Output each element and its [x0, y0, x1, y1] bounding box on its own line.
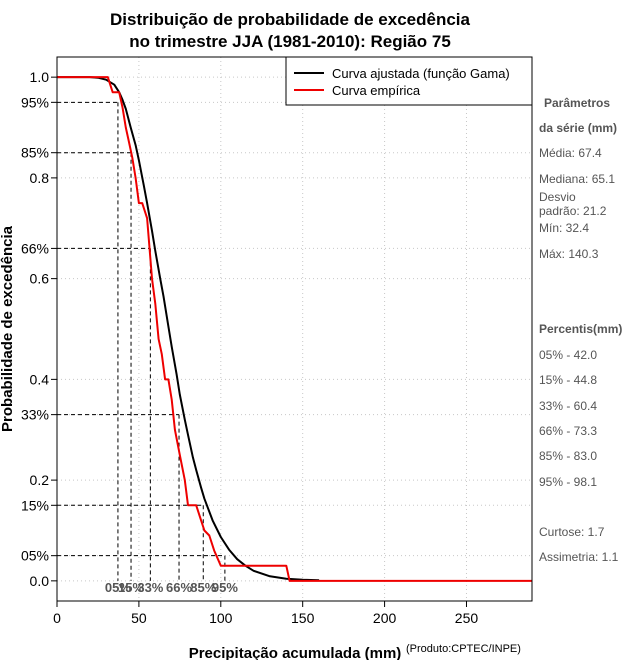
y-tick-label: 0.2	[30, 472, 50, 488]
x-tick-label: 150	[291, 610, 315, 626]
percentile-marker-label: 05%	[105, 580, 131, 595]
percentile-33: 33% - 60.4	[539, 399, 597, 413]
stat-kurtosis: Curtose: 1.7	[539, 525, 605, 539]
percentile-marker-label: 15%	[118, 580, 144, 595]
percentile-marker-label: 95%	[212, 580, 238, 595]
legend-label-fitted: Curva ajustada (função Gama)	[332, 66, 510, 81]
percentile-05: 05% - 42.0	[539, 348, 597, 362]
stat-skewness: Assimetria: 1.1	[539, 550, 619, 564]
x-tick-label: 100	[209, 610, 233, 626]
y-tick-label: 05%	[21, 548, 49, 564]
series-line-fitted	[57, 76, 320, 582]
percentile-15: 15% - 44.8	[539, 373, 597, 387]
series-layer	[57, 76, 532, 582]
param-max: Máx: 140.3	[539, 247, 599, 261]
x-axis-title: Precipitação acumulada (mm)	[189, 645, 402, 660]
percentile-66: 66% - 73.3	[539, 424, 597, 438]
y-tick-label: 0.6	[30, 271, 50, 287]
percentile-labels: 05%15%33% 66%85%95%	[105, 580, 238, 595]
y-tick-label: 66%	[21, 240, 49, 256]
param-stddev-line-2: padrão: 21.2	[539, 204, 607, 218]
percentile-marker-label: 85%	[190, 580, 216, 595]
chart-title-line-2: no trimestre JJA (1981-2010): Região 75	[129, 32, 451, 51]
param-min: Mín: 32.4	[539, 221, 589, 235]
legend-label-empirical: Curva empírica	[332, 83, 421, 98]
params-title-line-1: Parâmetros	[544, 96, 610, 110]
series-parameters-panel: Parâmetros da série (mm) Média: 67.4 Med…	[539, 96, 617, 261]
y-axis-title: Probabilidade de excedência	[0, 225, 16, 432]
axis-layer: 0 50 100 150 200 2500.005%15%0.233%0.40.666%0…	[21, 69, 478, 626]
chart-title-line-1: Distribuição de probabilidade de excedên…	[110, 10, 470, 29]
x-tick-label: 50	[131, 610, 147, 626]
y-tick-label: 0.8	[30, 170, 50, 186]
param-stddev-line-1: Desvio	[539, 190, 576, 204]
legend-box	[285, 56, 533, 106]
credit-text: (Produto:CPTEC/INPE)	[406, 643, 521, 655]
y-tick-label: 85%	[21, 145, 49, 161]
x-tick-label: 200	[373, 610, 397, 626]
y-tick-label: 95%	[21, 94, 49, 110]
y-tick-label: 0.0	[30, 573, 50, 589]
percentile-marker-label: 33%	[137, 580, 163, 595]
y-tick-label: 15%	[21, 497, 49, 513]
percentiles-title: Percentis(mm)	[539, 322, 622, 336]
y-tick-label: 0.4	[30, 371, 50, 387]
legend: Curva ajustada (função Gama) Curva empír…	[285, 56, 533, 106]
percentile-marker-label: 66%	[166, 580, 192, 595]
percentile-95: 95% - 98.1	[539, 475, 597, 489]
series-line-empirical	[57, 76, 532, 582]
percentile-85: 85% - 83.0	[539, 449, 597, 463]
x-tick-label: 250	[455, 610, 479, 626]
param-mean: Média: 67.4	[539, 146, 602, 160]
param-median: Mediana: 65.1	[539, 172, 615, 186]
shape-stats-panel: Curtose: 1.7 Assimetria: 1.1	[539, 525, 619, 564]
percentile-reference-lines	[57, 101, 226, 581]
y-tick-label: 33%	[21, 407, 49, 423]
percentiles-panel: Percentis(mm) 05% - 42.0 15% - 44.8 33% …	[539, 322, 622, 489]
y-tick-label: 1.0	[30, 69, 50, 85]
x-tick-label: 0	[53, 610, 61, 626]
params-title-line-2: da série (mm)	[539, 121, 617, 135]
